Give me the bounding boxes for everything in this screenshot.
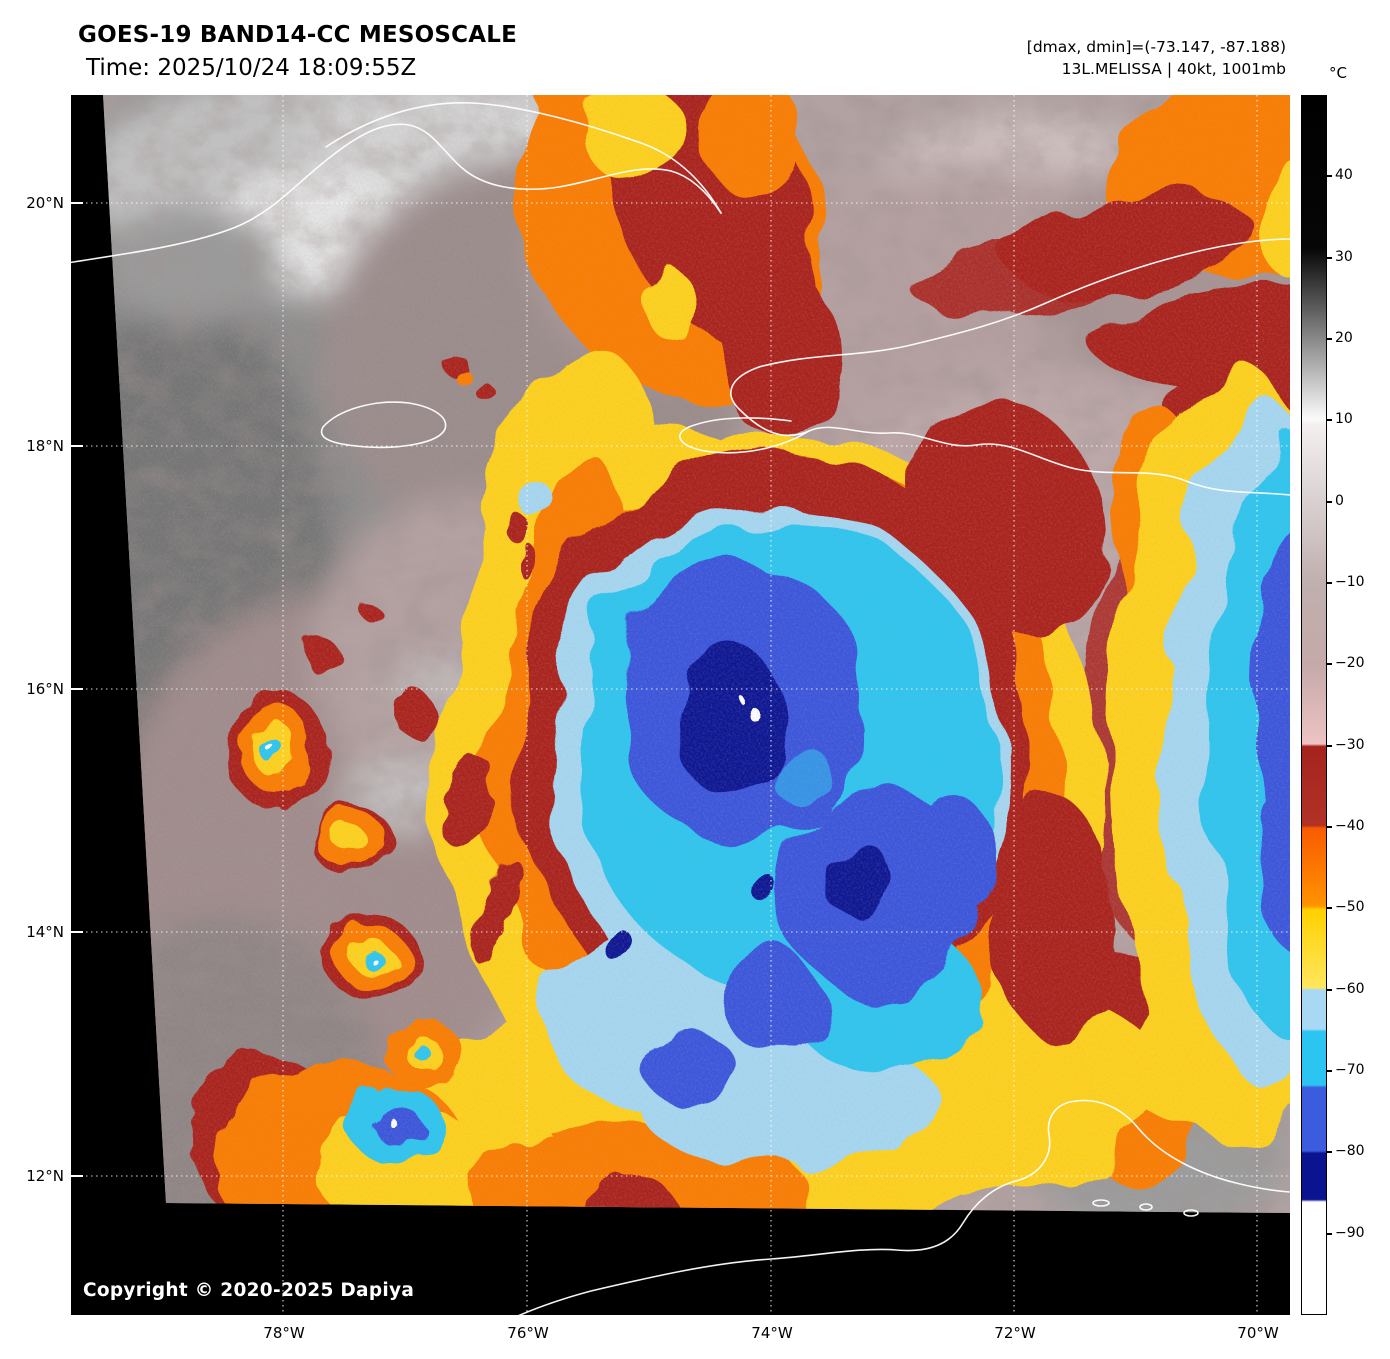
colorbar-tickmark (1327, 1070, 1332, 1072)
lat-label-18n: 18°N (26, 437, 64, 455)
colorbar-tick-m40: −40 (1335, 818, 1365, 834)
lon-label-72w: 72°W (994, 1324, 1036, 1342)
colorbar-tickmark (1327, 1233, 1332, 1235)
lat-label-16n: 16°N (26, 680, 64, 698)
timestamp: Time: 2025/10/24 18:09:55Z (86, 55, 417, 81)
colorbar-tickmark (1327, 989, 1332, 991)
colorbar-tick-m90: −90 (1335, 1225, 1365, 1241)
lat-label-20n: 20°N (26, 194, 64, 212)
satellite-image (71, 95, 1290, 1315)
storm-info: 13L.MELISSA | 40kt, 1001mb (1061, 60, 1286, 79)
colorbar-tick-m30: −30 (1335, 737, 1365, 753)
graticule (71, 95, 1290, 1315)
colorbar-tickmark (1327, 826, 1332, 828)
colorbar-unit: °C (1329, 64, 1347, 82)
copyright-text: Copyright © 2020-2025 Dapiya (83, 1280, 415, 1301)
colorbar-tick-m60: −60 (1335, 981, 1365, 997)
colorbar-tick-20: 20 (1335, 330, 1353, 346)
colorbar-tick-m50: −50 (1335, 899, 1365, 915)
data-swath (103, 95, 1290, 1213)
colorbar-tickmark (1327, 257, 1332, 259)
colorbar-tickmark (1327, 338, 1332, 340)
colorbar-tickmark (1327, 745, 1332, 747)
colorbar-tickmark (1327, 1151, 1332, 1153)
main-title: GOES-19 BAND14-CC MESOSCALE (78, 22, 517, 48)
coastlines (71, 102, 1290, 1315)
coast-jamaica (320, 401, 447, 449)
colorbar-tick-m70: −70 (1335, 1062, 1365, 1078)
colorbar-tickmark (1327, 501, 1332, 503)
coast-cuba-south (71, 123, 722, 264)
colorbar-tick-30: 30 (1335, 249, 1353, 265)
coast-island-1 (1092, 1199, 1110, 1207)
coast-south-america (518, 1099, 1290, 1315)
colorbar-tickmark (1327, 582, 1332, 584)
lat-label-12n: 12°N (26, 1167, 64, 1185)
lon-label-70w: 70°W (1237, 1324, 1279, 1342)
lat-label-14n: 14°N (26, 923, 64, 941)
dmax-dmin-readout: [dmax, dmin]=(-73.147, -87.188) (1026, 38, 1286, 56)
colorbar-tickmark (1327, 419, 1332, 421)
stats-block: [dmax, dmin]=(-73.147, -87.188) 13L.MELI… (1027, 36, 1286, 81)
colorbar-tick-10: 10 (1335, 411, 1353, 427)
colorbar-tickmark (1327, 175, 1332, 177)
coast-haiti-peninsula (679, 417, 810, 454)
map-canvas: Copyright © 2020-2025 Dapiya (71, 95, 1290, 1315)
coast-hispaniola-north (758, 238, 1290, 368)
colorbar-tick-40: 40 (1335, 167, 1353, 183)
edge-ticks (71, 202, 83, 1177)
lon-label-74w: 74°W (751, 1324, 793, 1342)
lon-label-78w: 78°W (263, 1324, 305, 1342)
colorbar-tickmark (1327, 907, 1332, 909)
coast-island-2 (1139, 1203, 1153, 1211)
lon-label-76w: 76°W (507, 1324, 549, 1342)
coast-hispaniola-south (730, 366, 1290, 496)
colorbar-tick-m20: −20 (1335, 655, 1365, 671)
colorbar-tick-m10: −10 (1335, 574, 1365, 590)
colorbar-tickmark (1327, 663, 1332, 665)
coast-island-3 (1183, 1209, 1199, 1217)
colorbar-tick-0: 0 (1335, 493, 1344, 509)
colorbar-tick-m80: −80 (1335, 1143, 1365, 1159)
colorbar-gradient (1301, 95, 1327, 1315)
coast-cuba-north (325, 102, 722, 214)
